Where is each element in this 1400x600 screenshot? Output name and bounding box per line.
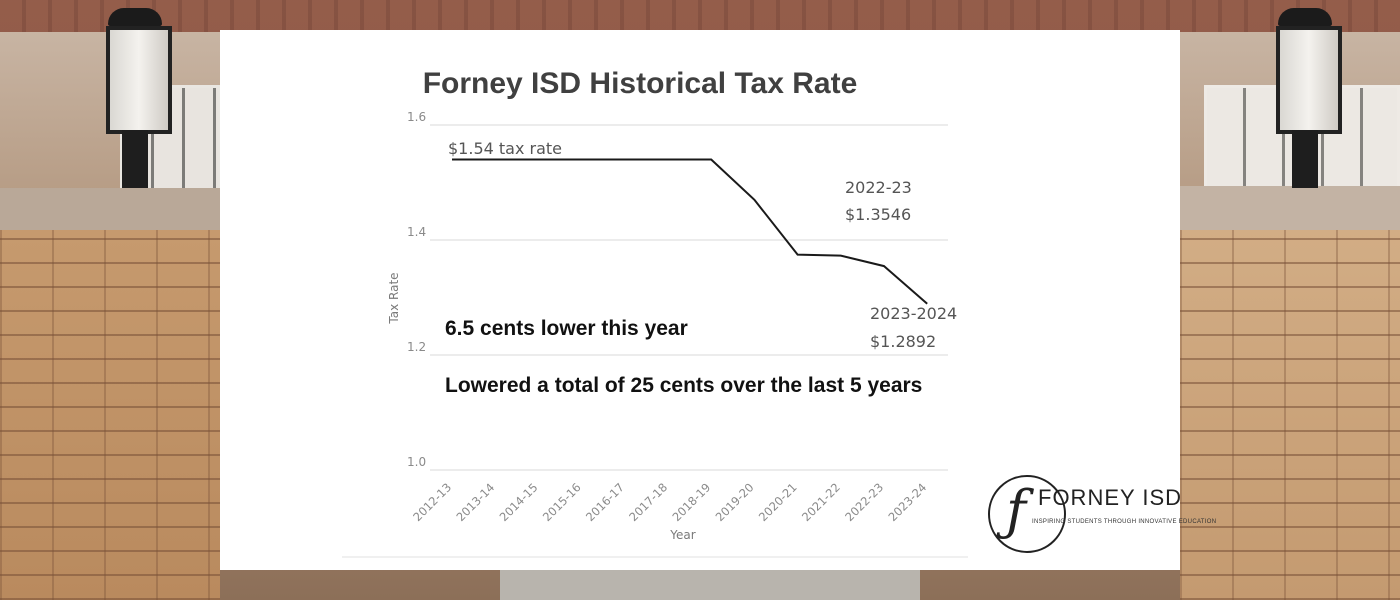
grid-layer [430,124,948,471]
walkway [500,568,920,600]
rate-2023-24-year: 2023-2024 [870,304,957,323]
x-tick-label: 2015-16 [540,480,584,524]
x-tick-label: 2016-17 [583,480,627,524]
chart-title: Forney ISD Historical Tax Rate [423,67,858,100]
forney-isd-logo: ƒ FORNEY ISD INSPIRING STUDENTS THROUGH … [988,475,1216,555]
y-tick-label: 1.4 [407,225,426,239]
x-tick-layer: 2012-13 2013-14 2014-15 2015-16 2016-17 2017-… [410,480,929,524]
tax-rate-chart: Forney ISD Historical Tax Rate 1.6 1.4 1.2… [342,67,968,558]
rate-2022-23-year: 2022-23 [845,178,912,197]
logo-ring [988,475,1066,553]
x-tick-label: 2022-23 [842,480,886,524]
x-tick-label: 2012-13 [410,480,454,524]
logo-name: FORNEY ISD [1038,485,1183,510]
logo-f-mark-icon: ƒ [1006,479,1026,542]
lamp-post-left [100,8,172,188]
rate-2023-24-value: $1.2892 [870,332,936,351]
x-tick-label: 2021-22 [799,480,843,524]
x-tick-label: 2017-18 [626,480,670,524]
y-tick-label: 1.6 [407,110,426,124]
callout-this-year: 6.5 cents lower this year [445,317,688,340]
lamp-post-right [1270,8,1342,188]
x-tick-label: 2013-14 [453,480,497,524]
x-tick-label: 2019-20 [713,480,757,524]
roof-tiles [0,0,1400,32]
y-tick-label: 1.2 [407,340,426,354]
logo-tagline: INSPIRING STUDENTS THROUGH INNOVATIVE ED… [1032,519,1217,525]
x-tick-label: 2020-21 [756,480,800,524]
rate-2022-23-value: $1.3546 [845,205,911,224]
y-tick-layer: 1.6 1.4 1.2 1.0 [407,110,426,469]
y-tick-label: 1.0 [407,455,426,469]
y-axis-label: Tax Rate [387,272,401,324]
callout-five-years: Lowered a total of 25 cents over the las… [445,374,922,397]
x-tick-label: 2023-24 [885,480,929,524]
x-tick-label: 2014-15 [497,480,541,524]
x-axis-label: Year [669,528,695,542]
x-tick-label: 2018-19 [669,480,713,524]
start-rate-label: $1.54 tax rate [448,139,562,158]
brick-pillar-left [0,230,220,600]
brick-pillar-right [1180,230,1400,600]
tax-rate-line [452,158,928,305]
